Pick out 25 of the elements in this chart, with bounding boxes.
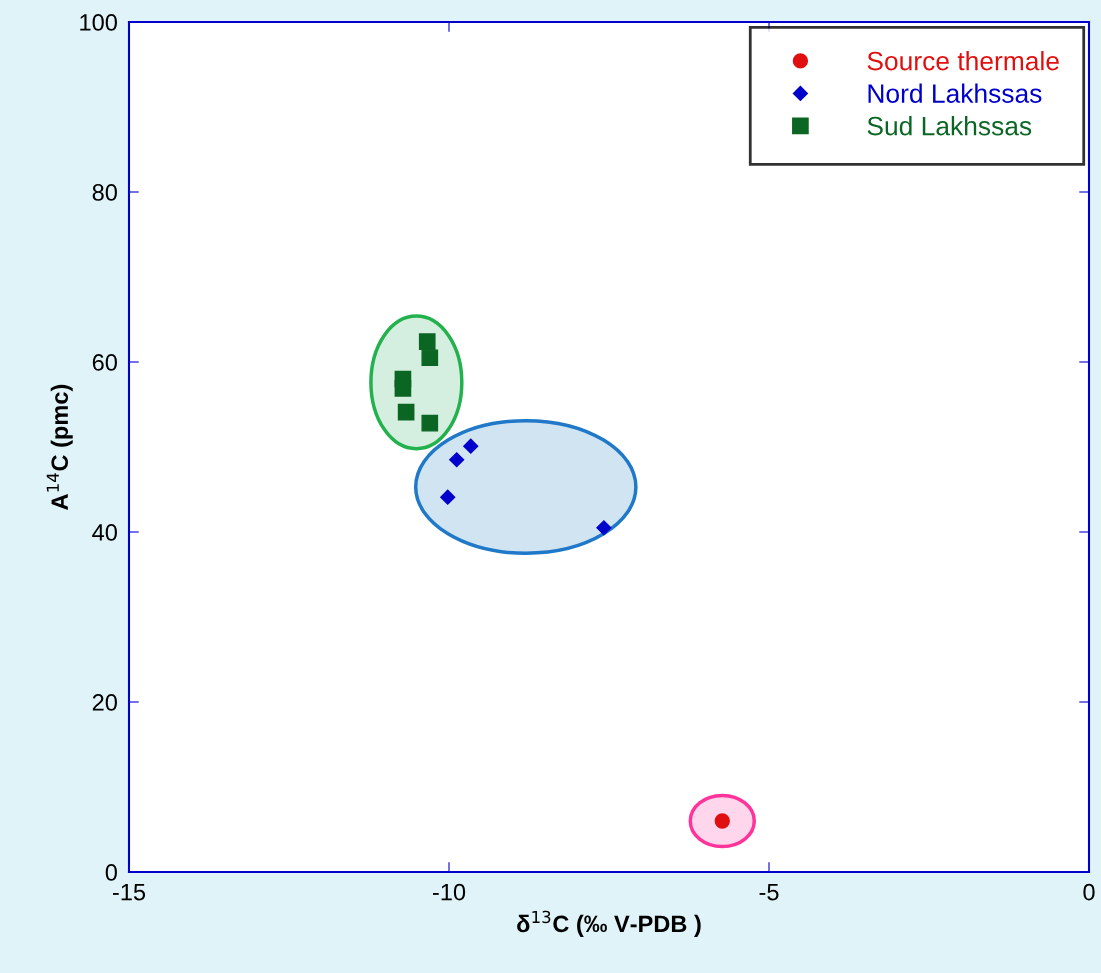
y-tick-label: 20 — [92, 694, 117, 711]
point — [596, 520, 612, 536]
x-tick-label: 0 — [1083, 883, 1095, 901]
y-tick-label: 0 — [105, 864, 117, 881]
point — [714, 813, 730, 829]
point — [418, 333, 436, 350]
x-tick-label: -15 — [112, 883, 146, 901]
y-tick-label: 100 — [80, 14, 117, 31]
point — [421, 414, 439, 432]
y-tick-label: 40 — [92, 524, 117, 541]
point — [463, 438, 479, 454]
legend-label: Source thermale — [867, 51, 1059, 71]
x-tick-label: -5 — [759, 883, 779, 901]
legend-label: Nord Lakhssas — [868, 83, 1042, 103]
point — [440, 489, 456, 505]
legend-label: Sud Lakhssas — [867, 116, 1032, 136]
x-tick-label: -10 — [432, 883, 466, 901]
y-axis-title: A$^{14}$C (pmc) — [46, 384, 73, 510]
point — [394, 380, 412, 397]
point — [449, 452, 465, 468]
y-tick-label: 60 — [92, 354, 117, 371]
y-tick-label: 80 — [92, 184, 117, 201]
point — [397, 403, 415, 421]
x-axis-title: δ$^{13}$C (‰ V-PDB ) — [517, 910, 701, 937]
point — [421, 349, 439, 367]
